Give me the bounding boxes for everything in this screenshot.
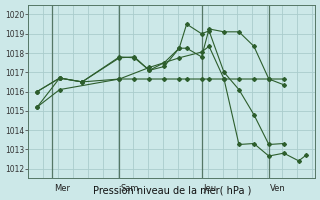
Text: Ven: Ven bbox=[270, 184, 286, 193]
X-axis label: Pression niveau de la mer( hPa ): Pression niveau de la mer( hPa ) bbox=[92, 185, 251, 195]
Text: Sam: Sam bbox=[121, 184, 140, 193]
Text: Mer: Mer bbox=[54, 184, 70, 193]
Text: Jeu: Jeu bbox=[203, 184, 216, 193]
